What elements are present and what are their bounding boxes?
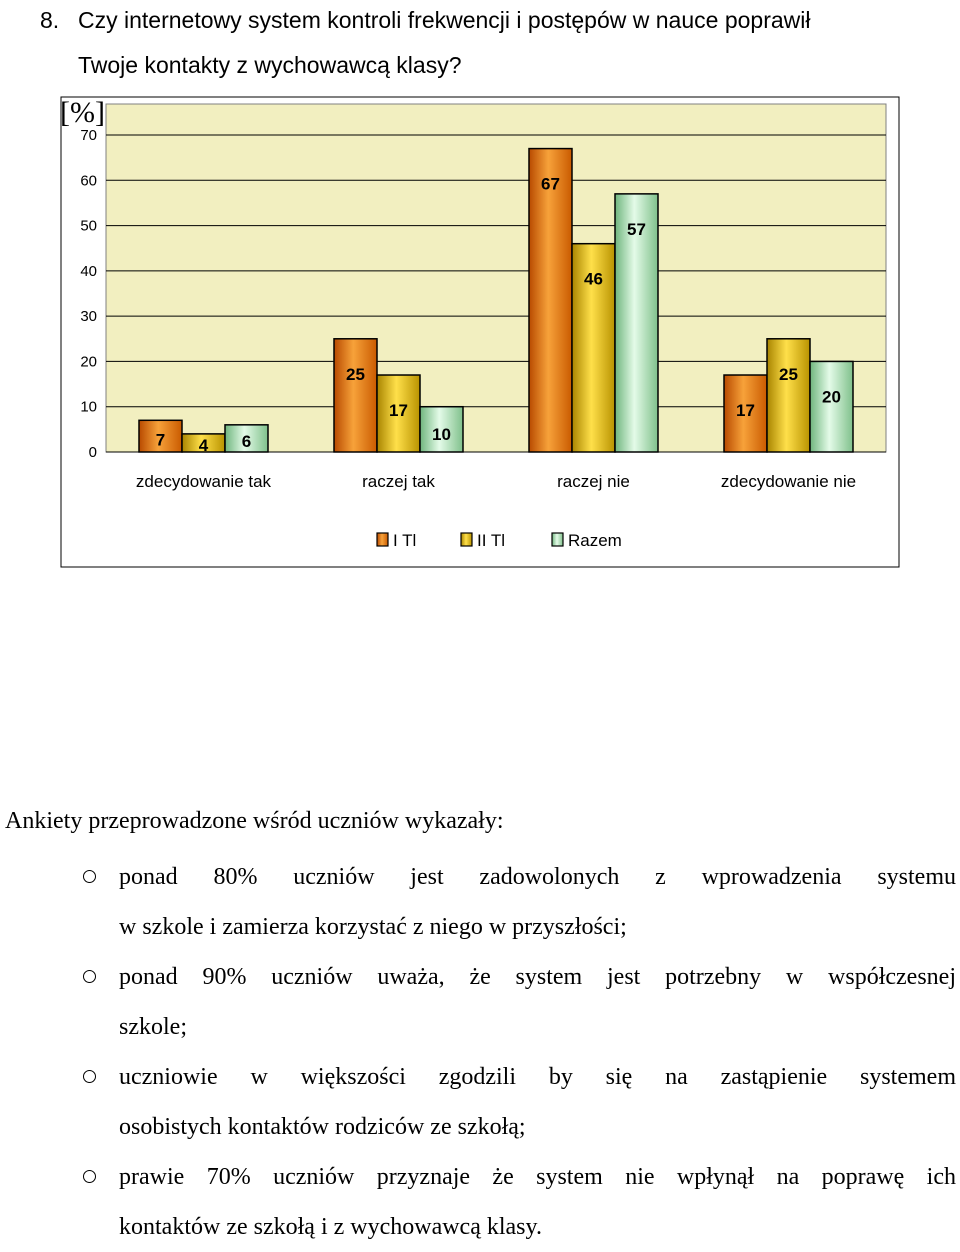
bar-data-label: 17 <box>389 401 408 420</box>
question-number: 8. <box>40 7 60 33</box>
bar-data-label: 10 <box>432 425 451 444</box>
y-tick-label: 40 <box>80 263 97 280</box>
y-tick-label: 10 <box>80 399 97 416</box>
y-tick-label: 0 <box>89 444 97 461</box>
bar-data-label: 20 <box>822 387 841 406</box>
bar <box>224 424 269 453</box>
bullet-icon <box>83 1070 96 1083</box>
finding-item: prawie 70% uczniów przyznaje że system n… <box>0 1152 960 1252</box>
bullet-icon <box>83 970 96 983</box>
bar <box>809 360 854 453</box>
finding-line1: ponad 80% uczniów jest zadowolonych z wp… <box>119 864 956 890</box>
legend: I Tl II Tl Razem <box>376 531 622 550</box>
findings-intro: Ankiety przeprowadzone wśród uczniów wyk… <box>5 808 504 834</box>
finding-line2: w szkole i zamierza korzystać z niego w … <box>119 914 627 940</box>
y-tick-label: 50 <box>80 218 97 235</box>
y-tick-label: 20 <box>80 353 97 370</box>
question-text-line2: Twoje kontakty z wychowawcą klasy? <box>78 52 462 78</box>
bar-data-label: 6 <box>242 432 251 451</box>
finding-line2: osobistych kontaktów rodziców ze szkołą; <box>119 1114 526 1140</box>
bar <box>138 419 183 453</box>
y-tick-label: 60 <box>80 172 97 189</box>
y-tick-label: 30 <box>80 308 97 325</box>
findings-list: ponad 80% uczniów jest zadowolonych z wp… <box>0 852 960 1252</box>
finding-line2: kontaktów ze szkołą i z wychowawcą klasy… <box>119 1214 542 1240</box>
bar-data-label: 25 <box>779 365 798 384</box>
finding-item: ponad 80% uczniów jest zadowolonych z wp… <box>0 852 960 952</box>
x-tick-label: zdecydowanie nie <box>721 472 856 491</box>
bar-data-label: 7 <box>156 430 165 449</box>
bar <box>333 338 378 453</box>
bar <box>614 193 659 453</box>
bar-data-label: 67 <box>541 175 560 194</box>
bar <box>723 374 768 453</box>
legend-label: Razem <box>568 531 622 550</box>
bars <box>138 147 854 453</box>
bar <box>766 338 811 453</box>
bullet-icon <box>83 870 96 883</box>
question-text-line1: Czy internetowy system kontroli frekwenc… <box>78 7 811 33</box>
finding-line1: ponad 90% uczniów uważa, że system jest … <box>119 964 956 990</box>
finding-line1: prawie 70% uczniów przyznaje że system n… <box>119 1164 956 1190</box>
finding-item: uczniowie w większości zgodzili by się n… <box>0 1052 960 1152</box>
bar-data-label: 25 <box>346 365 365 384</box>
bar-data-label: 57 <box>627 220 646 239</box>
x-axis-labels: zdecydowanie tak raczej tak raczej nie zdec… <box>136 472 856 491</box>
legend-swatch <box>376 532 389 547</box>
x-tick-label: raczej nie <box>557 472 630 491</box>
bar <box>419 405 464 453</box>
x-tick-label: raczej tak <box>362 472 435 491</box>
bar <box>528 147 573 453</box>
bar <box>376 374 421 453</box>
x-tick-label: zdecydowanie tak <box>136 472 272 491</box>
finding-line2: szkole; <box>119 1014 187 1040</box>
bar-data-label: 4 <box>199 436 209 455</box>
bar-data-label: 17 <box>736 401 755 420</box>
finding-line1: uczniowie w większości zgodzili by się n… <box>119 1064 956 1090</box>
legend-swatch <box>460 532 473 547</box>
finding-item: ponad 90% uczniów uważa, że system jest … <box>0 952 960 1052</box>
y-tick-label: 70 <box>80 127 97 144</box>
y-axis-ticks: 0 10 20 30 40 50 60 70 <box>80 127 97 461</box>
bullet-icon <box>83 1170 96 1183</box>
y-unit-label: [%] <box>60 96 105 129</box>
bar-data-label: 46 <box>584 270 603 289</box>
legend-label: I Tl <box>393 531 416 550</box>
legend-swatch <box>551 532 564 547</box>
legend-label: II Tl <box>477 531 505 550</box>
